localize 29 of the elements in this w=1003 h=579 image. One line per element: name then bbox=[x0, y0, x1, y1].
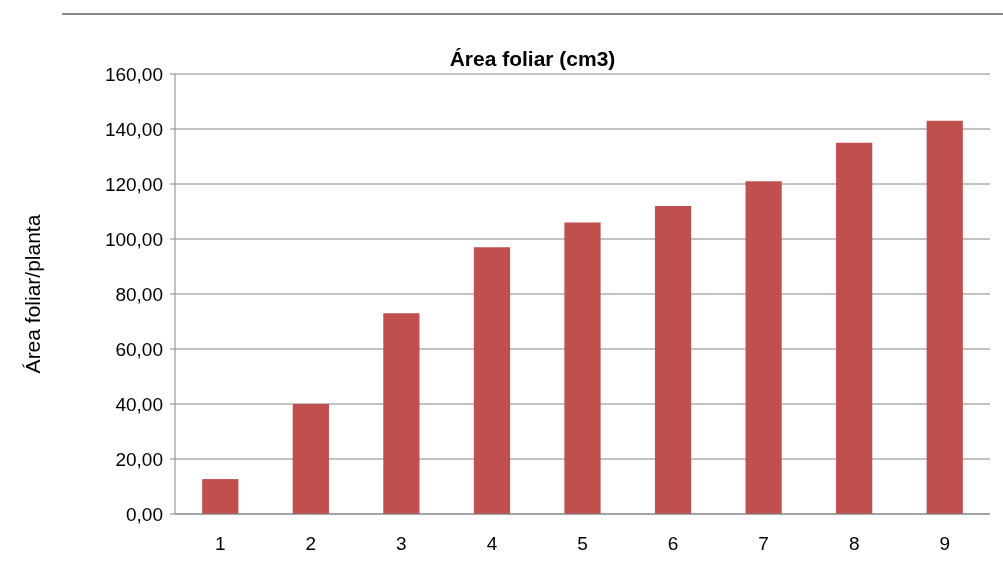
bar bbox=[836, 142, 873, 514]
x-tick-label: 7 bbox=[758, 533, 769, 554]
bar bbox=[202, 479, 239, 514]
x-tick-label: 2 bbox=[305, 533, 317, 554]
bar bbox=[926, 120, 963, 514]
y-axis-title: Área foliar/planta bbox=[21, 214, 44, 374]
bar bbox=[654, 206, 692, 514]
y-tick-label: 40,00 bbox=[115, 393, 163, 415]
bar bbox=[383, 313, 420, 514]
bar bbox=[292, 404, 329, 514]
bar bbox=[564, 222, 601, 514]
y-tick-label: 20,00 bbox=[115, 448, 163, 470]
x-tick-label: 1 bbox=[214, 533, 226, 554]
x-tick-label: 6 bbox=[667, 533, 679, 554]
y-tick-label: 140,00 bbox=[104, 118, 163, 140]
y-tick-label: 0,00 bbox=[126, 503, 163, 525]
y-tick-label: 120,00 bbox=[104, 173, 163, 195]
x-tick-label: 8 bbox=[848, 533, 860, 554]
y-tick-label: 60,00 bbox=[115, 338, 163, 360]
y-tick-label: 80,00 bbox=[115, 283, 163, 305]
x-tick-label: 3 bbox=[396, 533, 407, 554]
y-tick-label: 100,00 bbox=[104, 228, 163, 250]
x-tick-label: 9 bbox=[939, 533, 951, 554]
chart-title: Área foliar (cm3) bbox=[449, 47, 616, 70]
bar bbox=[473, 247, 511, 514]
y-tick-label: 160,00 bbox=[104, 63, 163, 85]
bar bbox=[745, 181, 782, 514]
x-tick-label: 4 bbox=[486, 533, 498, 554]
x-tick-label: 5 bbox=[577, 533, 588, 554]
